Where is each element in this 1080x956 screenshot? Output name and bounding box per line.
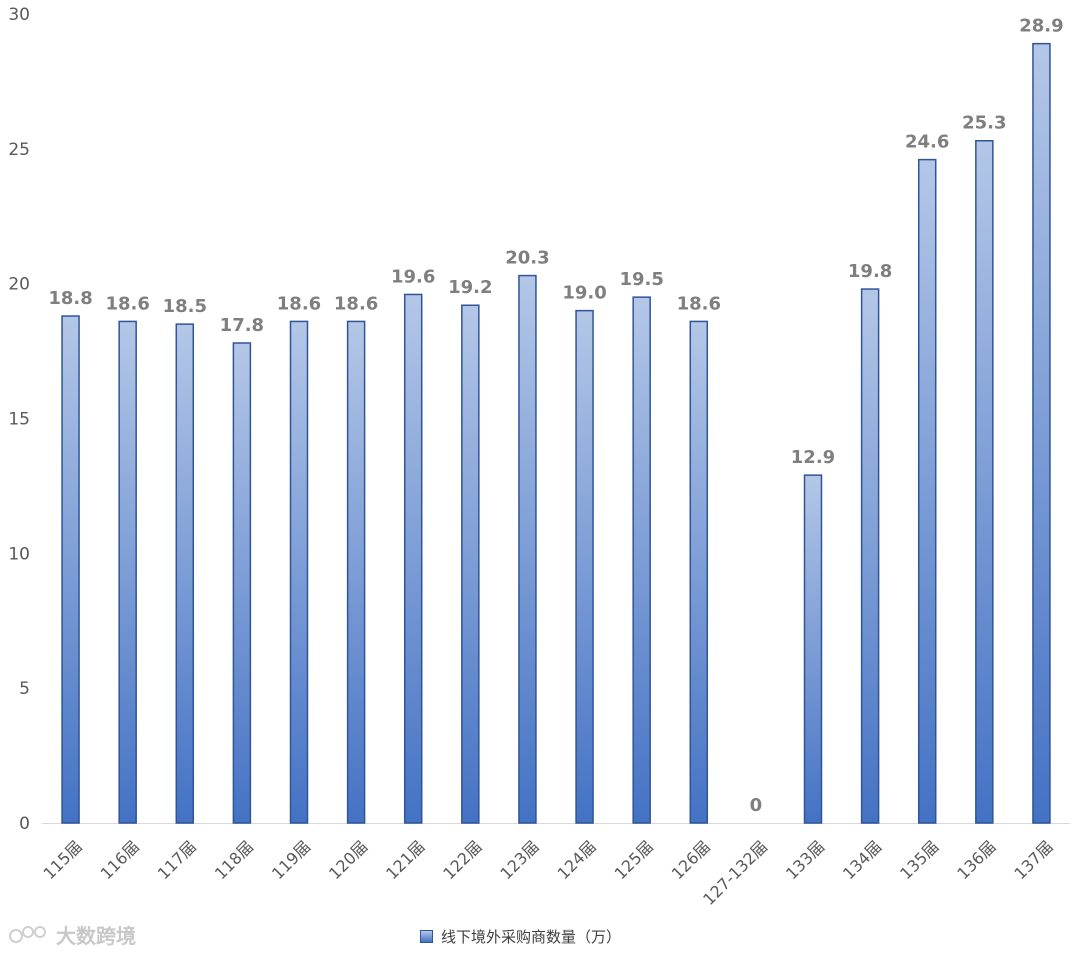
data-label: 17.8: [220, 315, 264, 336]
y-tick-label: 30: [8, 5, 30, 25]
x-tick-label: 135届: [896, 837, 942, 883]
x-tick-label: 119届: [268, 837, 314, 883]
bar: [518, 274, 537, 824]
y-tick-label: 5: [19, 679, 30, 699]
bar: [917, 158, 937, 824]
bar: [232, 342, 252, 824]
x-tick-label: 123届: [496, 837, 542, 883]
y-axis: 0 5 10 15 20 25 30: [8, 5, 30, 834]
x-tick-label: 116届: [97, 837, 143, 883]
bar: [175, 323, 195, 824]
x-tick-label: 126届: [668, 837, 714, 883]
x-tick-label: 136届: [953, 837, 999, 883]
bar: [346, 320, 366, 824]
watermark: 大数跨境: [8, 920, 136, 949]
y-tick-label: 20: [8, 275, 30, 295]
data-label: 28.9: [1019, 16, 1063, 37]
data-label: 25.3: [962, 113, 1006, 134]
x-tick-label: 122届: [439, 837, 485, 883]
bar: [1032, 42, 1051, 824]
legend: 线下境外采购商数量（万）: [420, 926, 621, 947]
x-tick-label: 117届: [154, 837, 200, 883]
x-tick-label: 120届: [325, 837, 371, 883]
data-label: 18.6: [677, 293, 721, 314]
x-tick-label: 124届: [554, 837, 600, 883]
x-axis: 115届 116届 117届 118届 119届 120届 121届 122届 123届 124届…: [40, 823, 1070, 909]
data-label: 0: [750, 795, 763, 816]
y-tick-label: 25: [8, 140, 30, 160]
data-label: 19.8: [848, 261, 892, 282]
x-tick-label: 134届: [839, 837, 885, 883]
data-label: 19.6: [391, 266, 435, 287]
legend-label: 线下境外采购商数量（万）: [441, 928, 622, 946]
x-tick-label: 115届: [40, 837, 86, 883]
watermark-text: 大数跨境: [56, 924, 136, 948]
data-label: 19.2: [448, 277, 492, 298]
x-tick-label: 133届: [782, 837, 828, 883]
y-tick-label: 0: [19, 814, 30, 834]
data-label: 24.6: [905, 132, 949, 153]
bar: [403, 293, 423, 824]
bars: [61, 42, 1051, 824]
data-label: 18.6: [105, 293, 149, 314]
x-tick-label: 137届: [1010, 837, 1056, 883]
legend-swatch: [420, 930, 433, 943]
bar: [975, 139, 994, 824]
bar: [689, 320, 709, 824]
data-labels: 18.8 18.6 18.5 17.8 18.6 18.6 19.6 19.2 20.3 19.0…: [48, 16, 1063, 816]
data-label: 19.0: [562, 283, 606, 304]
bar: [860, 288, 880, 824]
x-tick-label: 121届: [382, 837, 428, 883]
bar: [289, 320, 309, 824]
data-label: 18.8: [48, 288, 92, 309]
bar: [118, 320, 137, 824]
x-tick-label: 118届: [211, 837, 257, 883]
bar: [61, 315, 80, 824]
data-label: 18.6: [277, 293, 321, 314]
data-label: 18.5: [163, 296, 207, 317]
bar: [632, 296, 651, 824]
bar: [461, 304, 480, 824]
y-tick-label: 15: [8, 410, 30, 430]
data-label: 12.9: [791, 447, 835, 468]
data-label: 20.3: [505, 248, 549, 269]
data-label: 18.6: [334, 293, 378, 314]
bar: [575, 309, 594, 824]
y-tick-label: 10: [8, 544, 30, 564]
data-label: 19.5: [619, 269, 663, 290]
watermark-logo-icon: [9, 925, 46, 943]
bar: [803, 474, 823, 824]
x-tick-label: 125届: [611, 837, 657, 883]
